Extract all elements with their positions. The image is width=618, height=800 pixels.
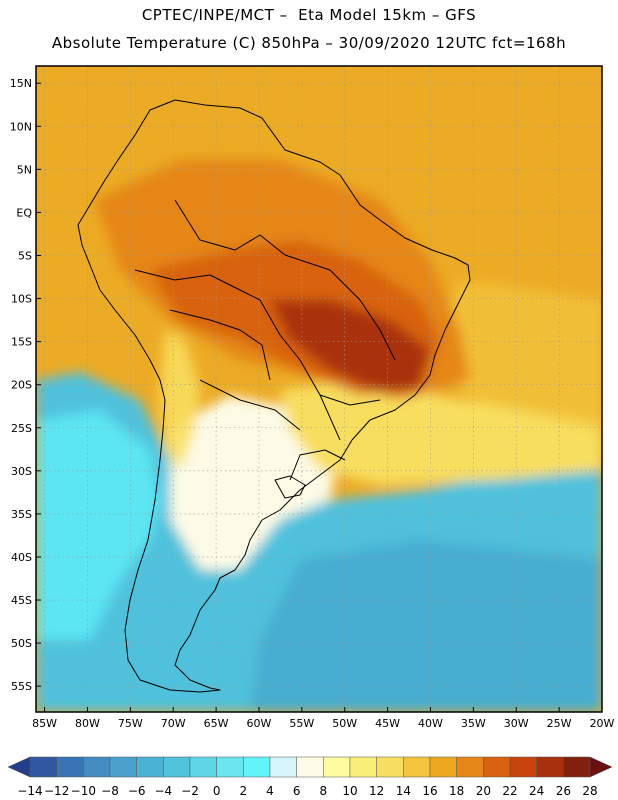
field-southern-brazil-warm (280, 380, 602, 485)
colorbar-label: −4 (154, 784, 172, 798)
south-america-coastline (77, 99, 471, 693)
colorbar-swatch (536, 756, 564, 778)
map-frame (35, 65, 603, 713)
colorbar-label: −6 (128, 784, 146, 798)
lat-tick-label: 25S (11, 422, 32, 435)
lat-tick-label: 10N (10, 120, 32, 133)
lat-tick-label: 45S (11, 594, 32, 607)
lon-tick-label: 25W (547, 717, 572, 730)
lon-tick-label: 45W (375, 717, 400, 730)
lat-tick-label: 50S (11, 637, 32, 650)
lat-tick-label: 15S (11, 336, 32, 349)
colorbar-swatch (216, 756, 244, 778)
lat-tick-label: 40S (11, 551, 32, 564)
colorbar-swatch (56, 756, 84, 778)
lon-tick-label: 20W (590, 717, 615, 730)
lon-tick-label: 85W (32, 717, 57, 730)
colorbar-label: 14 (396, 784, 411, 798)
colorbar-label: 0 (213, 784, 221, 798)
map-title: CPTEC/INPE/MCT – Eta Model 15km – GFS (141, 6, 477, 24)
colorbar-label: 22 (502, 784, 517, 798)
colorbar-swatch (136, 756, 164, 778)
colorbar-label: 20 (476, 784, 491, 798)
colorbar-label: 2 (240, 784, 248, 798)
colorbar-swatch (483, 756, 511, 778)
field-andes-cool (160, 330, 200, 470)
lon-tick-label: 80W (75, 717, 100, 730)
colorbar-swatch (509, 756, 537, 778)
lon-tick-label: 65W (204, 717, 229, 730)
colorbar-label: −8 (101, 784, 119, 798)
colorbar-label: 26 (556, 784, 571, 798)
field-ocean-cyan (36, 410, 160, 640)
colorbar-swatch (376, 756, 404, 778)
lat-tick-label: EQ (16, 206, 32, 219)
lat-tick-label: 5S (18, 249, 32, 262)
coastlines (77, 99, 471, 693)
colorbar-label: 6 (293, 784, 301, 798)
colorbar-label: 10 (342, 784, 357, 798)
lat-tick-label: 20S (11, 379, 32, 392)
colorbar-swatch (269, 756, 297, 778)
lon-tick-label: 50W (332, 717, 357, 730)
colorbar-label: 18 (449, 784, 464, 798)
lon-tick-label: 55W (289, 717, 314, 730)
colorbar-label: 24 (529, 784, 544, 798)
colorbar-swatch (403, 756, 431, 778)
lon-tick-label: 75W (118, 717, 143, 730)
colorbar-extend-high (589, 756, 613, 778)
colorbar: −14 −12 −10 −8 −6 −4 −2 0 2 4 6 8 10 12 14 16 18 20 22 24 26… (7, 756, 613, 798)
rio-de-la-plata (274, 475, 306, 499)
colorbar-label: −14 (17, 784, 42, 798)
colorbar-label: −10 (71, 784, 96, 798)
lat-tick-label: 35S (11, 508, 32, 521)
colorbar-swatch (163, 756, 191, 778)
colorbar-swatch (456, 756, 484, 778)
colorbar-swatch (189, 756, 217, 778)
colorbar-swatch (296, 756, 324, 778)
colorbar-label: 28 (582, 784, 597, 798)
lon-tick-label: 40W (418, 717, 443, 730)
colorbar-label: 16 (422, 784, 437, 798)
colorbar-extend-low (7, 756, 31, 778)
colorbar-swatch (349, 756, 377, 778)
lat-tick-label: 30S (11, 465, 32, 478)
lat-tick-label: 15N (10, 77, 32, 90)
colorbar-swatch (323, 756, 351, 778)
lat-tick-label: 5N (17, 163, 32, 176)
longitude-axis: 85W 80W 75W 70W 65W 60W 55W 50W 45W 40W 35W 30W 25W 2… (32, 707, 615, 730)
colorbar-swatch (109, 756, 137, 778)
colorbar-label: −12 (44, 784, 69, 798)
colorbar-label: 4 (266, 784, 274, 798)
colorbar-label: 12 (369, 784, 384, 798)
temperature-field (36, 66, 602, 712)
colorbar-swatch (29, 756, 57, 778)
field-central-brazil-hottest (270, 300, 430, 392)
lon-tick-label: 35W (461, 717, 486, 730)
field-deep-ocean (250, 540, 602, 712)
colorbar-swatch (429, 756, 457, 778)
lat-tick-label: 10S (11, 293, 32, 306)
map-subtitle: Absolute Temperature (C) 850hPa – 30/09/… (51, 34, 567, 52)
lon-tick-label: 30W (504, 717, 529, 730)
colorbar-label: 8 (320, 784, 328, 798)
lon-tick-label: 70W (161, 717, 186, 730)
latitude-axis: 15N 10N 5N EQ 5S 10S 15S 20S 25S 30S 35S 40S 45S 50S 5… (10, 77, 41, 693)
colorbar-swatch (83, 756, 111, 778)
colorbar-swatch (243, 756, 271, 778)
internal-borders (134, 199, 396, 481)
lon-tick-label: 60W (247, 717, 272, 730)
lat-tick-label: 55S (11, 680, 32, 693)
colorbar-label: −2 (181, 784, 199, 798)
colorbar-swatch (563, 756, 591, 778)
